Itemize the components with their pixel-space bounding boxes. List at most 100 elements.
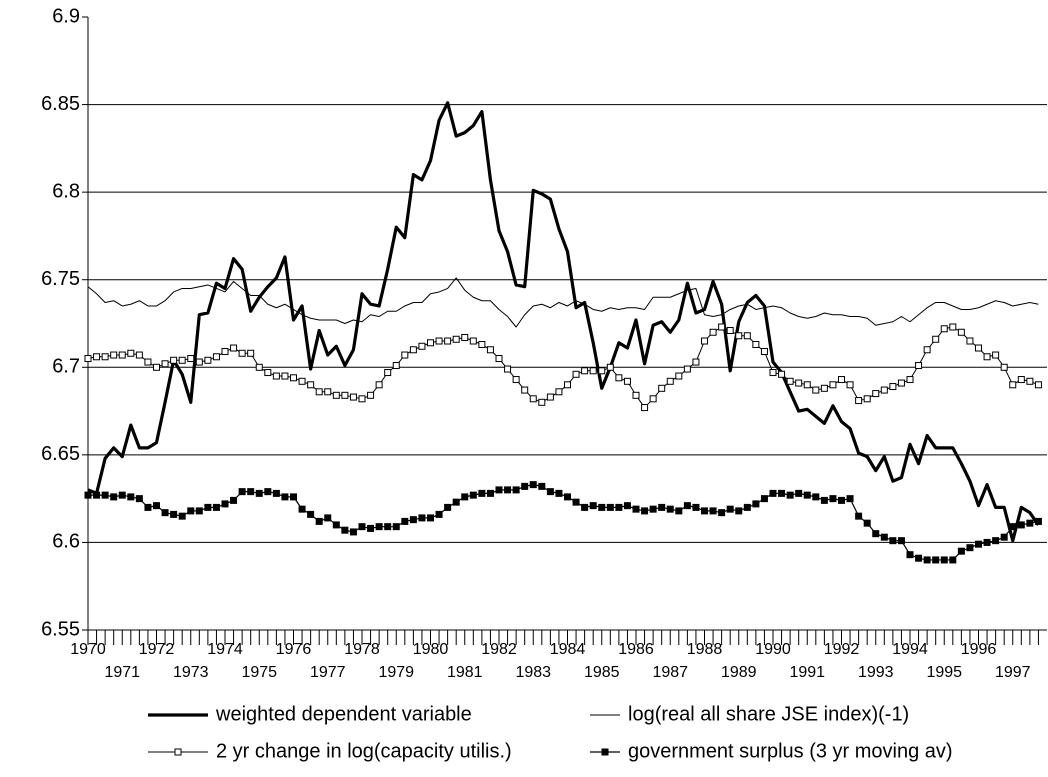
marker (341, 391, 349, 399)
marker (581, 503, 589, 511)
marker (1026, 377, 1034, 385)
marker (538, 398, 546, 406)
marker (435, 510, 443, 518)
marker (718, 509, 726, 517)
marker (444, 503, 452, 511)
marker (786, 377, 794, 385)
marker (923, 346, 931, 354)
marker (153, 502, 160, 510)
marker (855, 397, 863, 405)
marker (221, 500, 229, 508)
marker (546, 393, 554, 401)
marker (572, 498, 580, 506)
marker (504, 486, 512, 494)
marker (992, 351, 1000, 359)
marker (992, 537, 1000, 545)
marker (529, 481, 537, 489)
x-tick-label: 1991 (789, 664, 825, 681)
marker (675, 372, 683, 380)
marker (495, 486, 503, 494)
marker (392, 362, 400, 370)
marker (315, 517, 323, 525)
marker (195, 507, 203, 515)
marker (983, 353, 991, 361)
x-tick-label: 1983 (515, 664, 551, 681)
x-tick-label: 1973 (173, 664, 209, 681)
x-tick-label: 1988 (687, 641, 723, 658)
x-tick-label: 1972 (139, 641, 175, 658)
marker (349, 393, 357, 401)
y-tick-label: 6.7 (52, 356, 80, 378)
marker (230, 496, 238, 504)
marker (666, 505, 674, 513)
marker (735, 332, 743, 340)
marker (769, 369, 777, 377)
x-tick-label: 1985 (584, 664, 620, 681)
marker (178, 356, 186, 364)
y-tick-label: 6.6 (52, 531, 80, 553)
marker (247, 349, 255, 357)
marker (418, 514, 426, 522)
marker (367, 391, 375, 399)
marker (932, 335, 940, 343)
marker (683, 365, 691, 373)
marker (170, 356, 178, 364)
marker (658, 503, 666, 511)
legend-label: weighted dependent variable (215, 703, 472, 725)
x-tick-label: 1970 (70, 641, 106, 658)
marker (461, 493, 469, 501)
marker (555, 489, 563, 497)
marker (409, 516, 417, 524)
marker (726, 505, 734, 513)
marker (623, 377, 631, 385)
marker (718, 323, 726, 331)
marker (846, 495, 854, 503)
marker (529, 395, 537, 403)
marker (264, 488, 272, 496)
marker (384, 369, 392, 377)
marker (940, 556, 948, 564)
x-tick-label: 1995 (926, 664, 962, 681)
marker (512, 486, 520, 494)
marker (264, 369, 272, 377)
marker (897, 537, 905, 545)
marker (469, 491, 477, 499)
marker (427, 339, 434, 347)
marker (435, 337, 443, 345)
marker (255, 489, 263, 497)
marker (153, 363, 160, 371)
legend-marker (174, 748, 182, 756)
marker (478, 489, 486, 497)
marker (641, 404, 649, 412)
marker (255, 363, 263, 371)
marker (598, 367, 606, 375)
marker (401, 517, 409, 525)
marker (838, 496, 845, 504)
marker (392, 523, 400, 531)
marker (820, 384, 828, 392)
marker (358, 523, 366, 531)
marker (84, 491, 92, 499)
marker (521, 386, 529, 394)
marker (829, 495, 837, 503)
marker (332, 521, 340, 529)
marker (427, 514, 434, 522)
x-tick-label: 1981 (447, 664, 483, 681)
marker (666, 377, 674, 385)
marker (709, 328, 717, 336)
marker (161, 509, 169, 517)
marker (872, 390, 880, 398)
marker (272, 372, 280, 380)
marker (606, 363, 614, 371)
marker (846, 381, 854, 389)
marker (212, 503, 220, 511)
marker (409, 346, 417, 354)
marker (778, 370, 786, 378)
x-tick-label: 1987 (652, 664, 688, 681)
x-tick-label: 1976 (276, 641, 312, 658)
marker (135, 351, 143, 359)
marker (298, 505, 306, 513)
marker (889, 383, 897, 391)
marker (238, 349, 246, 357)
marker (486, 346, 494, 354)
